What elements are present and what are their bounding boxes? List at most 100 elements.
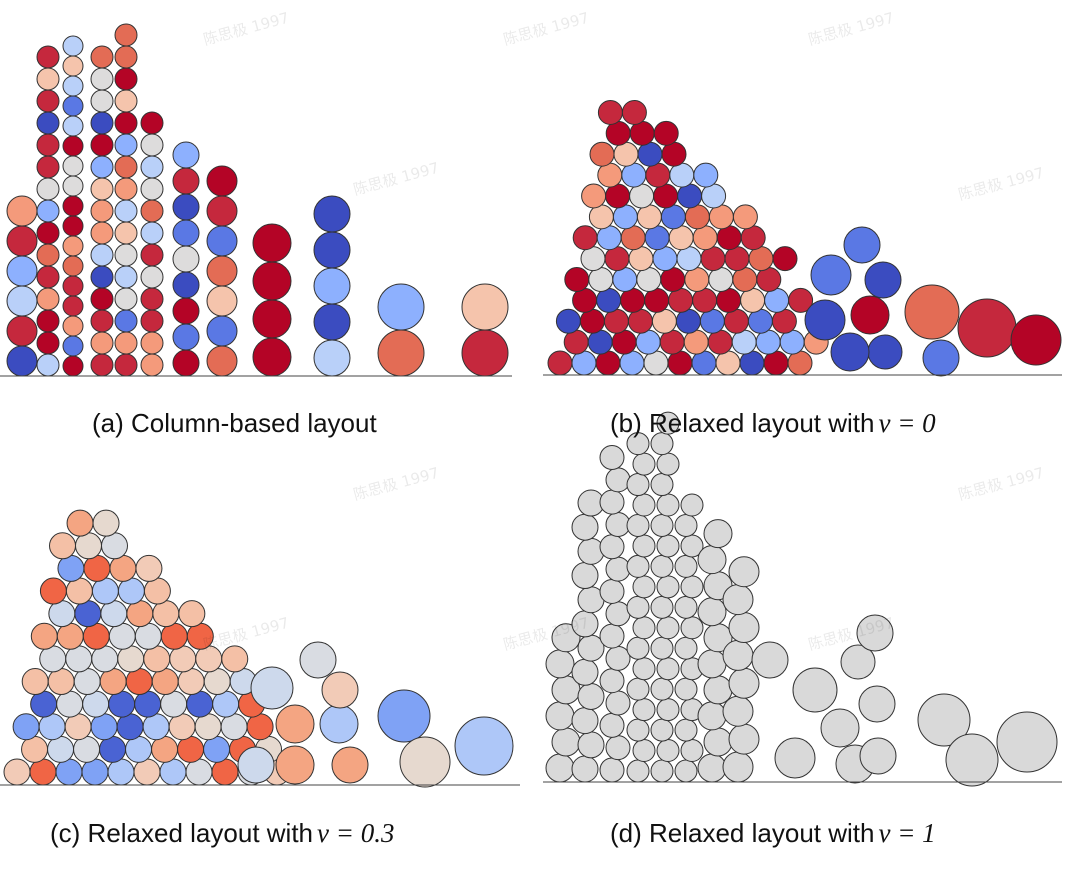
glyph — [545, 701, 575, 731]
glyph — [47, 668, 75, 696]
glyph — [599, 445, 625, 471]
glyph — [114, 23, 138, 47]
glyph — [172, 245, 200, 273]
glyph — [172, 349, 200, 377]
glyph — [237, 746, 275, 784]
glyph — [114, 353, 138, 377]
glyph — [62, 275, 84, 297]
glyph — [996, 711, 1058, 773]
glyph — [206, 285, 238, 317]
glyph — [140, 177, 164, 201]
glyph — [151, 735, 179, 763]
glyph — [599, 534, 625, 560]
glyph — [626, 473, 650, 497]
glyph — [656, 616, 680, 640]
glyph — [39, 645, 67, 673]
glyph — [703, 519, 733, 549]
glyph — [36, 155, 60, 179]
glyph — [656, 575, 680, 599]
glyph — [82, 622, 110, 650]
glyph — [159, 758, 187, 786]
glyph — [211, 758, 239, 786]
glyph — [91, 645, 119, 673]
glyph — [140, 133, 164, 157]
glyph — [599, 712, 625, 738]
glyph — [697, 545, 727, 575]
glyph — [722, 751, 754, 783]
glyph — [36, 221, 60, 245]
glyph — [114, 45, 138, 69]
glyph — [221, 645, 249, 673]
glyph — [321, 671, 359, 709]
glyph — [674, 636, 698, 660]
glyph — [589, 141, 615, 167]
glyph — [36, 243, 60, 267]
glyph — [114, 221, 138, 245]
glyph — [551, 727, 581, 757]
glyph — [152, 600, 180, 628]
glyph — [178, 600, 206, 628]
glyph — [74, 600, 102, 628]
glyph — [722, 695, 754, 727]
glyph — [788, 287, 814, 313]
glyph — [114, 265, 138, 289]
glyph — [626, 636, 650, 660]
glyph — [626, 759, 650, 783]
glyph — [12, 713, 40, 741]
glyph — [114, 89, 138, 113]
glyph — [142, 713, 170, 741]
glyph — [36, 177, 60, 201]
caption-text: (d) Relaxed layout with — [610, 818, 874, 848]
glyph — [90, 243, 114, 267]
glyph — [577, 731, 605, 759]
glyph — [90, 713, 118, 741]
glyph — [904, 284, 960, 340]
glyph — [399, 736, 451, 788]
glyph — [151, 668, 179, 696]
glyph — [30, 622, 58, 650]
glyph — [92, 509, 120, 537]
glyph — [319, 704, 359, 744]
glyph — [650, 718, 674, 742]
glyph — [116, 713, 144, 741]
glyph — [830, 332, 870, 372]
caption-math: ν = 1 — [878, 818, 935, 848]
glyph — [160, 622, 188, 650]
glyph — [697, 597, 727, 627]
glyph — [90, 353, 114, 377]
glyph — [564, 266, 590, 292]
glyph — [62, 355, 84, 377]
glyph — [55, 758, 83, 786]
glyph — [36, 45, 60, 69]
glyph — [1010, 314, 1062, 366]
glyph — [62, 215, 84, 237]
glyph — [728, 556, 760, 588]
glyph — [90, 133, 114, 157]
glyph — [252, 223, 292, 263]
glyph — [571, 658, 599, 686]
caption: (b) Relaxed layout with ν = 0 — [610, 408, 936, 438]
glyph — [577, 537, 605, 565]
glyph — [90, 111, 114, 135]
glyph — [653, 120, 679, 146]
glyph — [172, 167, 200, 195]
glyph — [36, 331, 60, 355]
glyph — [36, 353, 60, 377]
glyph — [36, 133, 60, 157]
glyph — [140, 353, 164, 377]
glyph — [703, 727, 733, 757]
glyph — [656, 534, 680, 558]
glyph — [680, 739, 704, 763]
glyph — [75, 532, 102, 560]
glyph — [62, 55, 84, 77]
caption: (c) Relaxed layout with ν = 0.3 — [50, 818, 394, 848]
glyph — [140, 265, 164, 289]
glyph — [697, 753, 727, 783]
glyph — [140, 221, 164, 245]
glyph — [751, 641, 789, 679]
glyph — [36, 287, 60, 311]
glyph — [547, 350, 573, 376]
glyph — [134, 690, 162, 718]
glyph — [99, 735, 127, 763]
glyph — [632, 698, 656, 722]
